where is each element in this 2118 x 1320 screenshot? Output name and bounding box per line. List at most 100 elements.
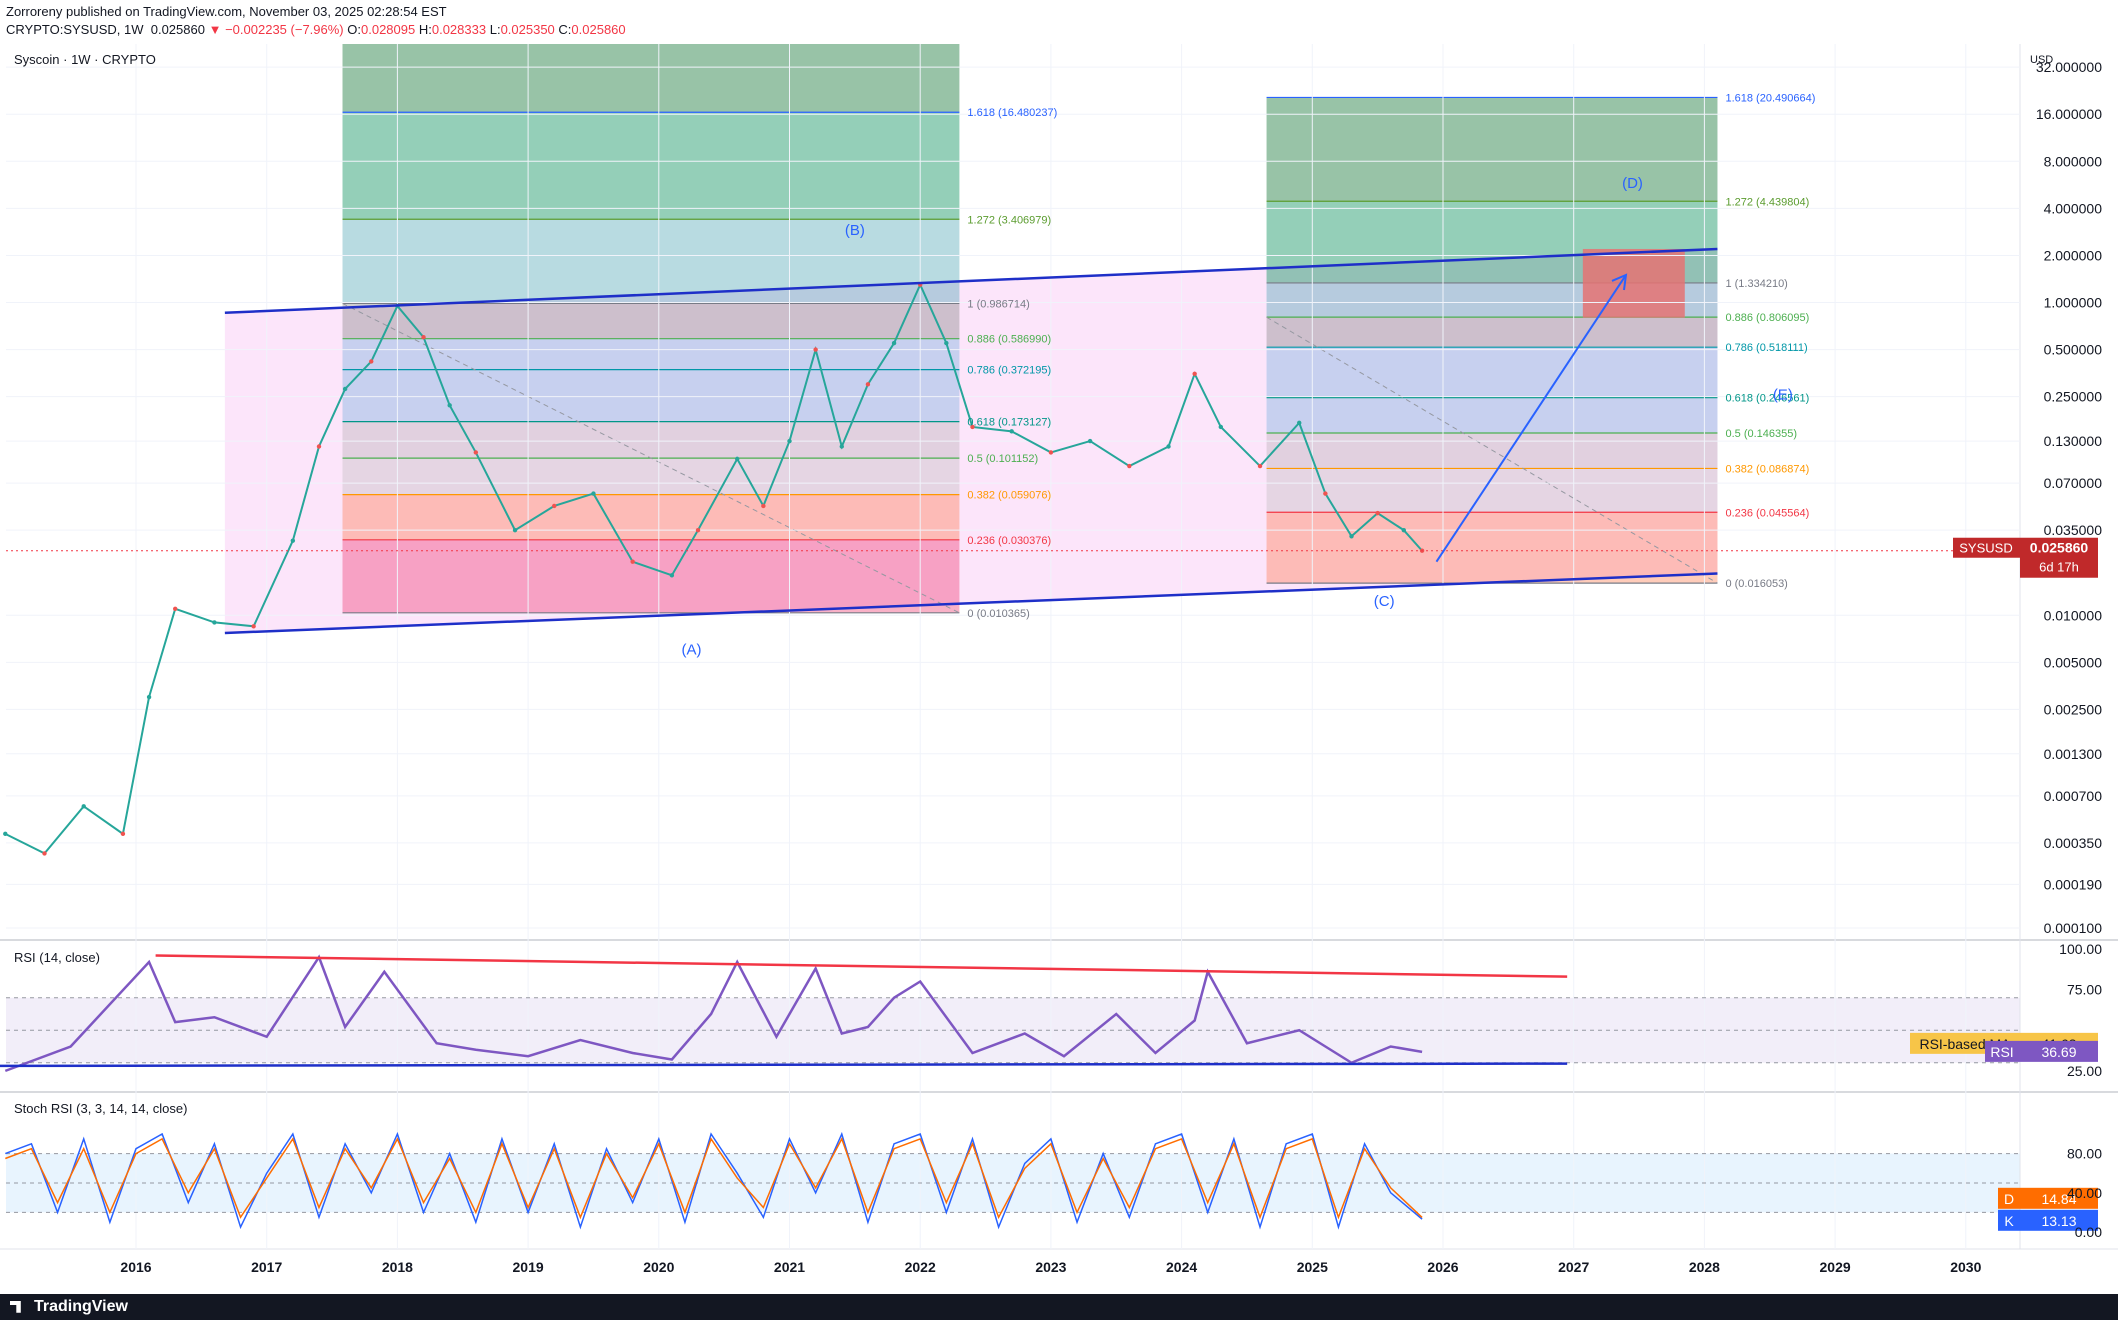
last-price-value-tag — [2020, 537, 2098, 578]
fib-left-zone — [342, 112, 960, 220]
fib-right-level-label: 0.618 (0.246561) — [1725, 393, 1809, 405]
fib-left-level-label: 1.272 (3.406979) — [967, 214, 1051, 226]
fib-left-zone — [342, 421, 960, 459]
last-price-value: 0.025860 — [2030, 540, 2089, 556]
x-tick-label: 2027 — [1558, 1259, 1589, 1275]
stoch-k-value-tag — [2020, 1209, 2098, 1231]
x-tick-label: 2018 — [382, 1259, 413, 1275]
x-tick-label: 2016 — [120, 1259, 151, 1275]
y-tick-label: 0.000700 — [2044, 788, 2103, 804]
rsi-value: 36.69 — [2041, 1044, 2076, 1060]
ohlc-high-label: H: — [418, 22, 432, 37]
rsi-value-tag — [2020, 1040, 2098, 1062]
price-point — [3, 831, 8, 837]
last-price-symbol: SYSUSD — [1959, 541, 2012, 556]
fib-left-zone — [342, 369, 960, 422]
chart-header: Zorroreny published on TradingView.com, … — [0, 0, 2118, 44]
target-box — [1582, 248, 1685, 318]
currency-label: USD — [2030, 54, 2054, 66]
footer-brand: TradingView — [34, 1298, 128, 1315]
y-tick-label: 4.000000 — [2044, 200, 2103, 216]
price-point — [447, 403, 452, 408]
fib-left-level-label: 0.5 (0.101152) — [967, 453, 1038, 465]
publisher-line: Zorroreny published on TradingView.com, … — [6, 4, 447, 19]
price-point — [146, 694, 152, 700]
fib-left-zone — [342, 338, 960, 370]
y-tick-label: 0.130000 — [2044, 433, 2103, 449]
fib-right-level-label: 1.272 (4.439804) — [1725, 196, 1809, 208]
rsi-band — [6, 997, 2020, 1063]
fib-right-level-label: 1.618 (20.490664) — [1725, 92, 1815, 104]
drawings-background — [6, 44, 2020, 1213]
triangle-trendline — [224, 572, 1718, 635]
price-point — [512, 527, 518, 533]
price-point — [1375, 510, 1380, 516]
stoch-tick-label: 0.00 — [2075, 1224, 2102, 1240]
price-line — [4, 282, 1423, 855]
price-point — [1297, 420, 1302, 426]
rsi-line — [4, 954, 1423, 1073]
price-point — [839, 444, 844, 449]
price-point — [591, 491, 596, 496]
x-tick-label: 2024 — [1166, 1259, 1197, 1275]
stoch-d-line — [5, 1137, 1423, 1220]
price-point — [1009, 429, 1014, 434]
price-point — [1257, 463, 1263, 469]
stoch-tick-label: 80.00 — [2067, 1146, 2102, 1162]
ohlc-open-label: O: — [347, 22, 361, 37]
price-point — [735, 456, 740, 462]
stoch-rsi-pane-title: Stoch RSI (3, 3, 14, 14, close) — [14, 1101, 188, 1116]
ohlc-line: CRYPTO:SYSUSD, 1W 0.025860 ▼ −0.002235 (… — [6, 22, 626, 37]
price-point — [669, 573, 675, 578]
x-tick-label: 2023 — [1035, 1259, 1066, 1275]
fib-right-zone — [1266, 512, 1718, 584]
drawings-overlay: 1.618 (16.480237) 1.272 (3.406979) 1 (0.98… — [0, 92, 2098, 1231]
y-tick-label: 32.000000 — [2036, 59, 2102, 75]
fib-right-zone — [1266, 317, 1718, 348]
price-point — [1349, 534, 1354, 539]
price-point — [1166, 444, 1171, 449]
y-tick-label: 0.250000 — [2044, 389, 2103, 405]
x-tick-label: 2021 — [774, 1259, 805, 1275]
fib-right-zone — [1266, 397, 1718, 434]
price-point — [251, 624, 256, 629]
price-point — [944, 340, 949, 346]
price-point — [1087, 438, 1093, 444]
fib-right-level-label: 0.5 (0.146355) — [1725, 428, 1797, 440]
ohlc-close-label: C: — [558, 22, 572, 37]
y-tick-label: 1.000000 — [2044, 295, 2103, 311]
price-point — [120, 831, 126, 837]
last-price-symbol-tag — [1953, 537, 2020, 558]
chart-canvas[interactable]: 1.618 (16.480237) 1.272 (3.406979) 1 (0.98… — [0, 44, 2118, 1294]
rsi-pane-title: RSI (14, close) — [14, 950, 100, 965]
rsi-tick-label: 100.00 — [2059, 941, 2102, 957]
stoch-band — [6, 1153, 2020, 1213]
stoch-k-name: K — [2004, 1213, 2014, 1229]
fib-right-zone — [1266, 433, 1718, 469]
y-tick-label: 8.000000 — [2044, 153, 2103, 169]
ohlc-open-value: 0.028095 — [361, 22, 416, 37]
price-point — [1401, 527, 1406, 533]
price-point — [761, 503, 766, 509]
y-tick-label: 0.035000 — [2044, 522, 2103, 538]
fib-left-level-label: 0.786 (0.372195) — [967, 365, 1051, 377]
price-point — [342, 386, 348, 392]
rsi-trendline — [155, 954, 1568, 978]
price-point — [369, 359, 374, 364]
y-tick-label: 2.000000 — [2044, 247, 2103, 263]
fib-right-level-label: 0.236 (0.045564) — [1725, 507, 1809, 519]
rsi-tag — [1985, 1040, 2020, 1062]
price-point — [173, 606, 178, 611]
tradingview-logo[interactable]: TradingView — [10, 1298, 128, 1316]
stoch-k-tag — [1998, 1209, 2020, 1231]
price-point — [1192, 371, 1197, 377]
x-tick-label: 2019 — [513, 1259, 544, 1275]
y-tick-label: 0.500000 — [2044, 342, 2103, 358]
y-tick-label: 0.001300 — [2044, 746, 2103, 762]
wave-label: (D) — [1622, 175, 1643, 192]
price-point — [1048, 450, 1054, 455]
series — [3, 282, 1425, 1230]
price-point — [42, 851, 47, 856]
fib-right-level-label: 0.886 (0.806095) — [1725, 312, 1809, 324]
price-point — [865, 382, 871, 387]
